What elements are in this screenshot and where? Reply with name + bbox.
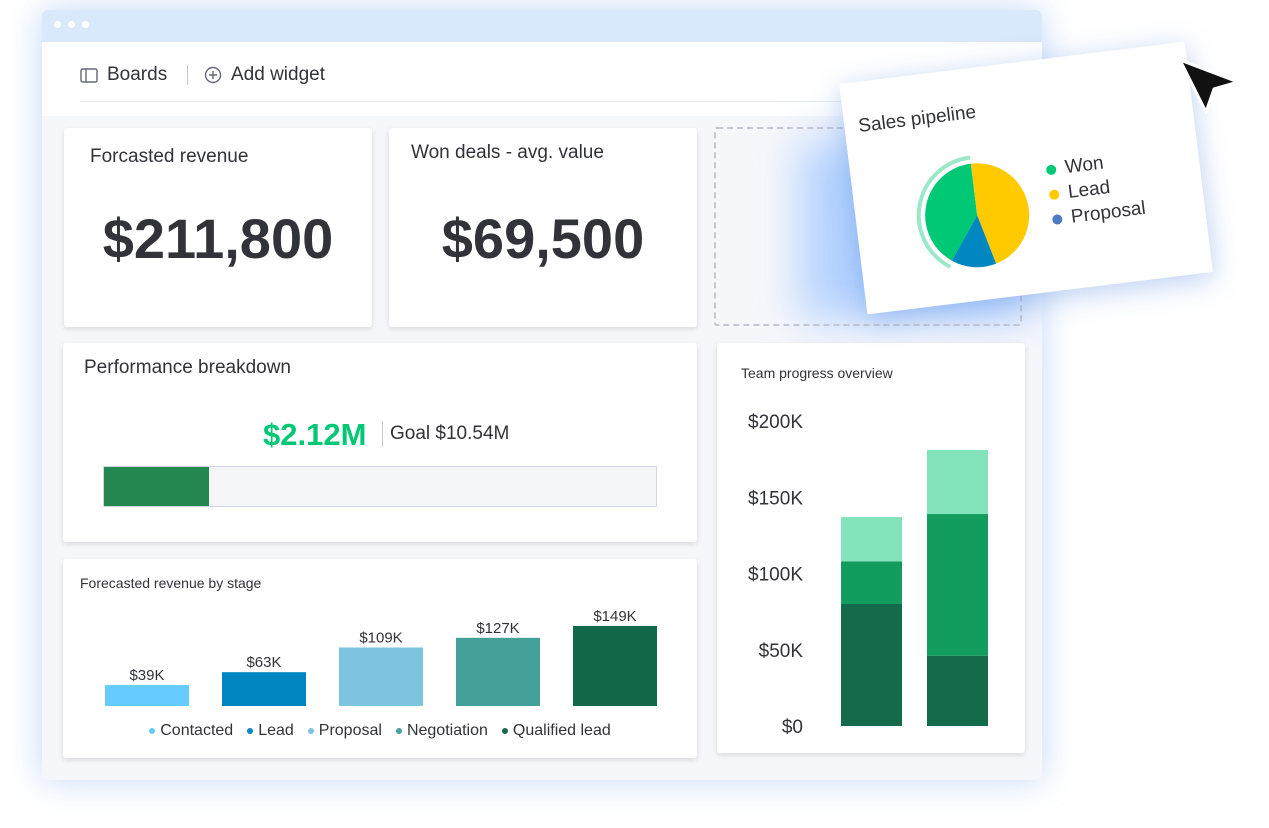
stacked-bar-segment[interactable] xyxy=(927,655,988,726)
value-divider xyxy=(382,421,383,447)
team-progress-widget[interactable]: Team progress overview $200K $150K $100K $5… xyxy=(717,343,1025,753)
y-tick-label: $0 xyxy=(782,717,803,738)
legend-dot-icon xyxy=(247,728,254,734)
stage-bar-label: $149K xyxy=(593,608,636,625)
stage-bar[interactable] xyxy=(105,685,189,706)
widget-title: Won deals - avg. value xyxy=(411,142,604,163)
won-deals-widget[interactable]: Won deals - avg. value $69,500 xyxy=(389,128,697,327)
legend-label: Negotiation xyxy=(406,722,488,739)
legend-dot-icon xyxy=(149,728,156,734)
window-dot xyxy=(68,21,75,28)
toolbar-divider xyxy=(187,65,188,85)
goal-progress-bar xyxy=(103,466,657,507)
pie-highlight-ring xyxy=(916,155,971,269)
forecasted-revenue-widget[interactable]: Forcasted revenue $211,800 xyxy=(64,128,372,327)
legend-dot-icon xyxy=(1051,213,1063,226)
stage-bar-label: $39K xyxy=(129,667,164,684)
legend-dot-icon xyxy=(1045,164,1057,176)
legend-label: Lead xyxy=(258,722,294,739)
legend-item: Lead xyxy=(247,722,294,740)
boards-icon xyxy=(80,67,98,83)
legend-dot-icon xyxy=(307,728,314,734)
legend-label: Lead xyxy=(1066,176,1112,203)
boards-label: Boards xyxy=(107,64,168,85)
stacked-bar-segment[interactable] xyxy=(841,517,902,562)
stage-bar-label: $109K xyxy=(359,629,402,646)
add-widget-label: Add widget xyxy=(231,64,326,85)
stage-bar[interactable] xyxy=(339,647,423,706)
toolbar-underline xyxy=(80,101,1004,102)
stage-bar-label: $63K xyxy=(246,654,281,671)
stacked-bar-segment[interactable] xyxy=(841,561,902,604)
mouse-cursor-icon xyxy=(1178,58,1240,114)
stage-bar[interactable] xyxy=(222,672,306,706)
revenue-by-stage-legend: Contacted Lead Proposal Negotiation Qualifie… xyxy=(63,722,697,740)
stage-bar-label: $127K xyxy=(476,620,519,637)
won-deals-value: $69,500 xyxy=(441,207,645,270)
performance-value: $2.12M xyxy=(263,417,367,452)
legend-dot-icon xyxy=(395,728,402,734)
boards-button[interactable]: Boards xyxy=(80,64,167,86)
performance-goal: Goal $10.54M xyxy=(390,423,510,444)
y-tick-label: $50K xyxy=(759,641,804,662)
stacked-bar-segment[interactable] xyxy=(927,449,988,515)
stacked-bar-segment[interactable] xyxy=(841,604,902,726)
pie-slice[interactable] xyxy=(919,163,982,264)
sales-pipeline-pie xyxy=(916,155,1035,271)
legend-label: Proposal xyxy=(318,722,382,739)
widget-title: Forecasted revenue by stage xyxy=(80,575,262,591)
plus-circle-icon xyxy=(204,66,222,84)
legend-dot-icon xyxy=(501,728,508,734)
window-dot xyxy=(54,21,61,28)
window-dot xyxy=(82,21,89,28)
revenue-by-stage-widget[interactable]: Forecasted revenue by stage $39K $63K $109… xyxy=(63,559,697,758)
pie-slice[interactable] xyxy=(947,214,997,271)
forecasted-revenue-value: $211,800 xyxy=(102,207,334,270)
add-widget-button[interactable]: Add widget xyxy=(204,64,325,86)
team-progress-chart: $200K $150K $100K $50K $0 xyxy=(748,412,988,738)
y-tick-label: $200K xyxy=(748,412,803,433)
legend-item: Proposal xyxy=(307,722,382,740)
y-tick-label: $100K xyxy=(748,565,803,586)
stacked-bar-segment[interactable] xyxy=(927,514,988,656)
legend-label: Contacted xyxy=(160,722,234,739)
performance-breakdown-widget[interactable]: Performance breakdown $2.12M Goal $10.54… xyxy=(63,343,697,542)
widget-title: Performance breakdown xyxy=(84,357,291,378)
revenue-by-stage-chart: $39K $63K $109K $127K $149K xyxy=(105,608,657,706)
legend-item: Contacted xyxy=(149,722,233,740)
legend-item: Negotiation xyxy=(395,722,488,740)
widget-title: Forcasted revenue xyxy=(90,146,249,167)
widget-title: Team progress overview xyxy=(741,365,893,381)
legend-label: Qualified lead xyxy=(512,722,611,739)
sales-pipeline-legend: Won Lead Proposal xyxy=(1045,148,1147,231)
stage-bar[interactable] xyxy=(456,637,540,706)
sales-pipeline-card[interactable]: Sales pipeline Won Lead Proposal xyxy=(839,41,1213,315)
stage-bar[interactable] xyxy=(573,626,657,706)
pie-slice[interactable] xyxy=(970,157,1035,265)
legend-label: Won xyxy=(1063,152,1105,179)
window-titlebar xyxy=(42,10,1042,42)
legend-dot-icon xyxy=(1048,189,1060,201)
widget-title: Sales pipeline xyxy=(857,101,978,137)
goal-progress-fill xyxy=(104,467,209,506)
legend-item: Qualified lead xyxy=(501,722,611,740)
y-tick-label: $150K xyxy=(748,488,803,509)
